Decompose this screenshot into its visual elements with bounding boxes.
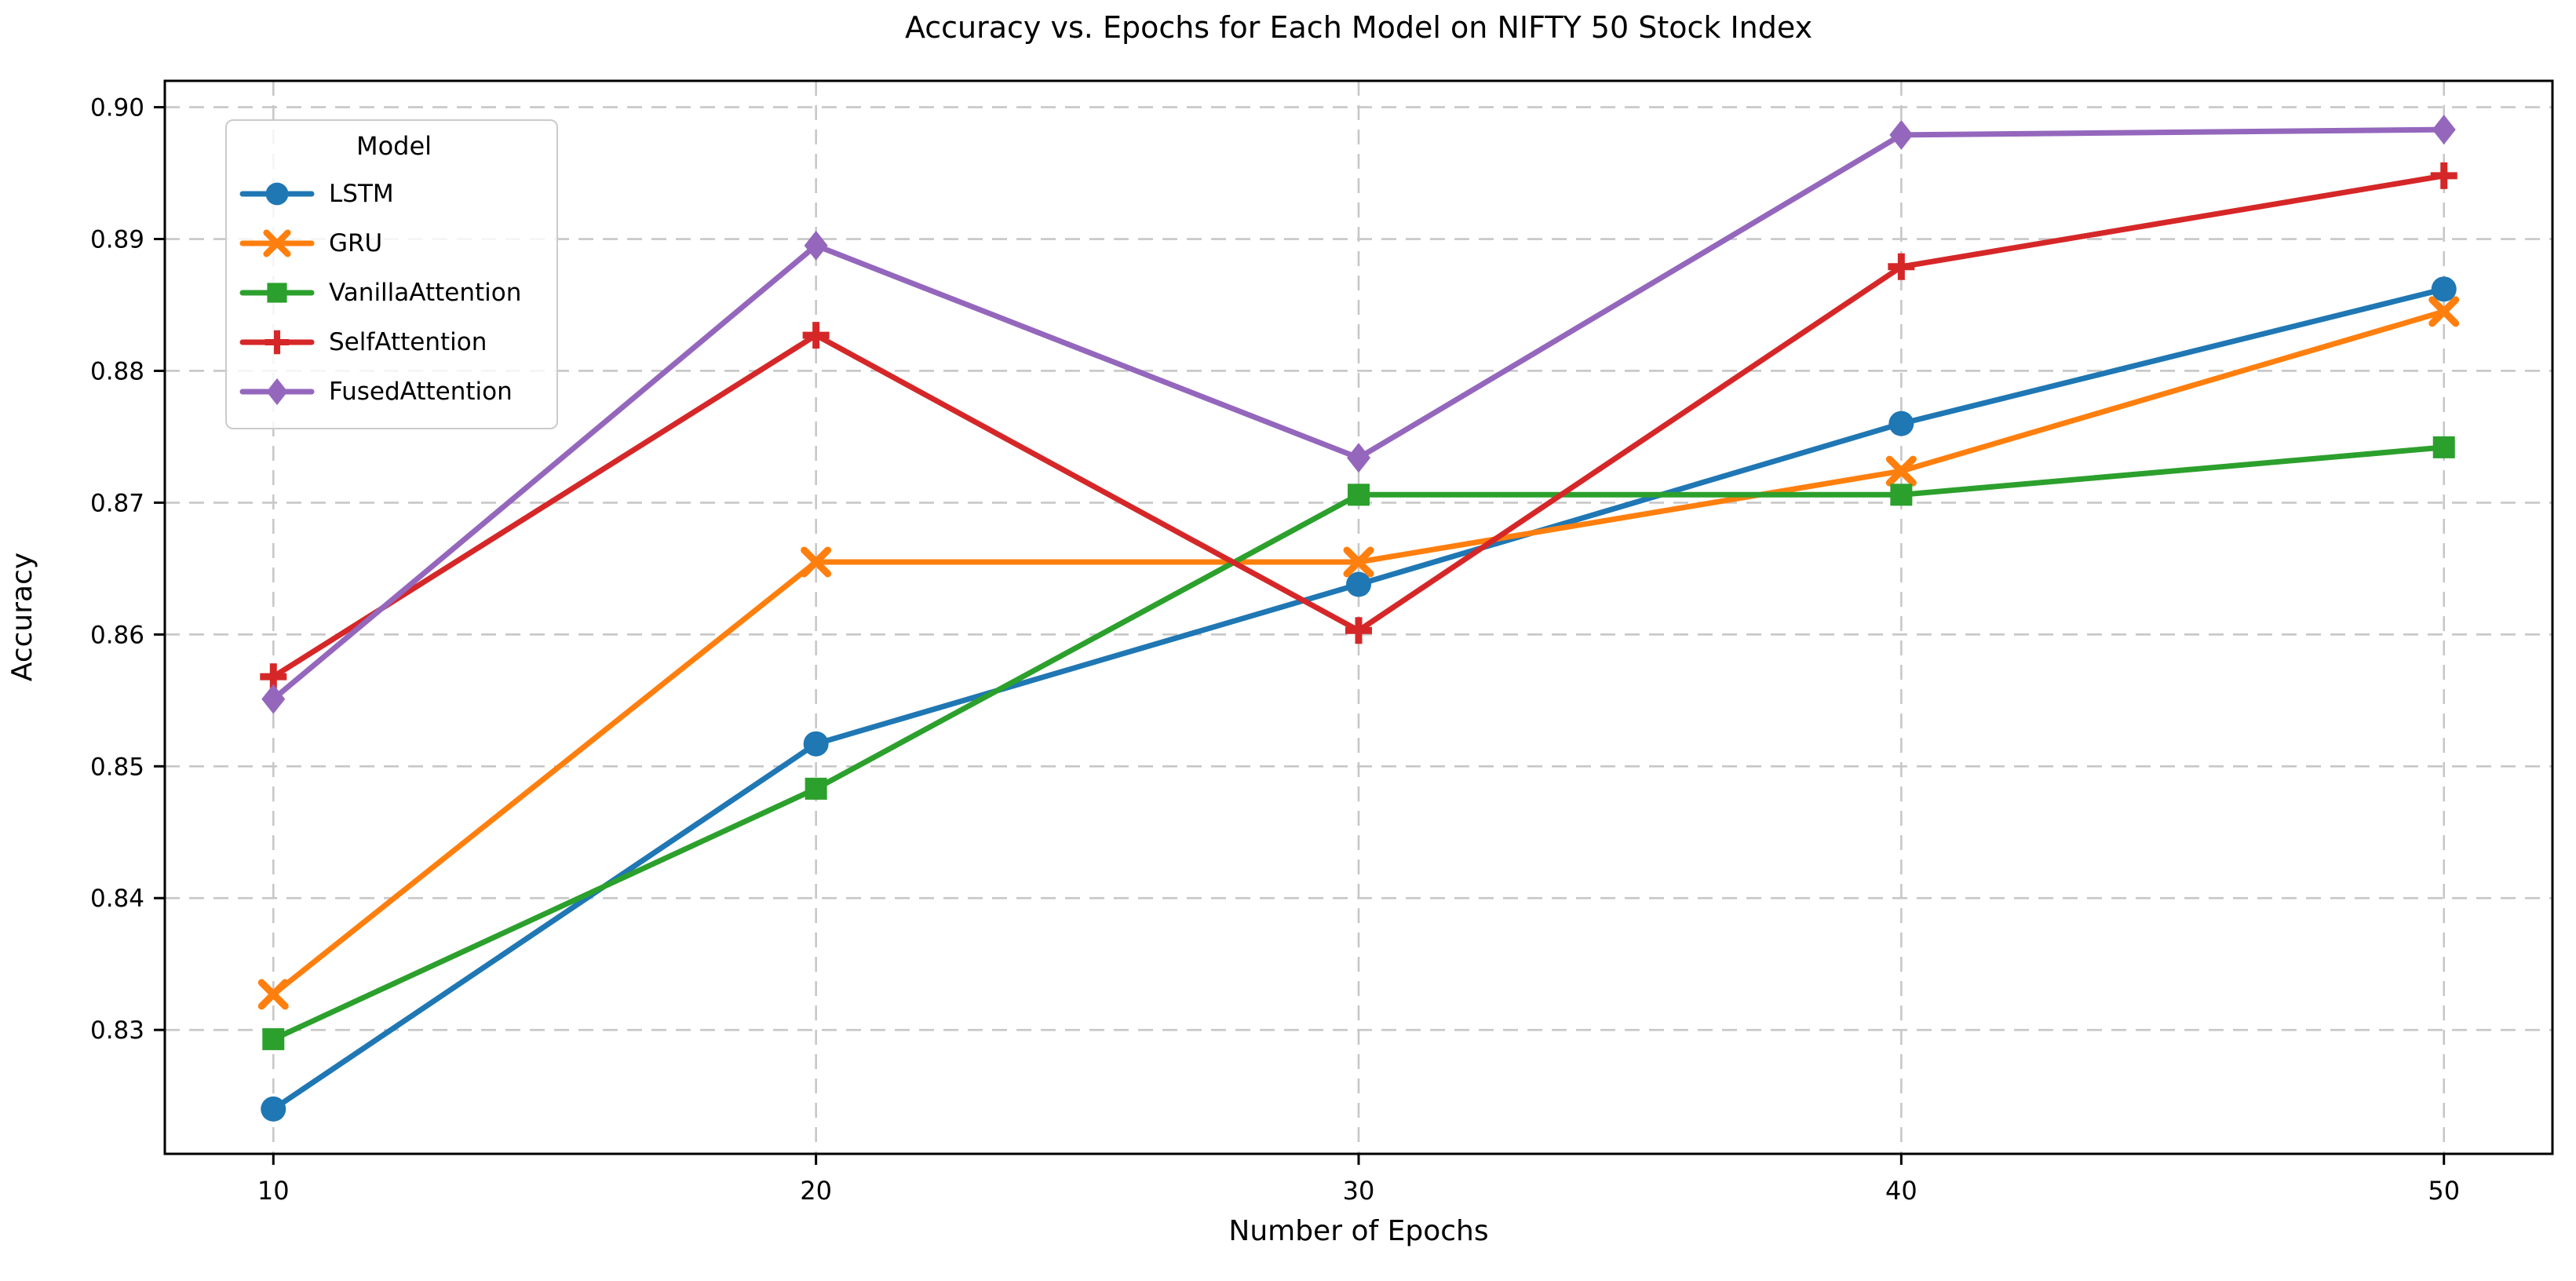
marker-square <box>805 777 827 800</box>
marker-square <box>1348 484 1370 506</box>
legend-item-GRU: GRU <box>239 219 549 268</box>
plot-area: 10 20 30 40 50 0.83 0.84 0.85 0.86 0.87 0.88 0.89 0.… <box>90 79 2554 1206</box>
marker-circle <box>1888 411 1914 436</box>
legend-item-SelfAttention: SelfAttention <box>239 318 549 367</box>
x-tick-label: 40 <box>1885 1176 1917 1206</box>
marker-plus <box>2430 162 2457 189</box>
legend-item-FusedAttention: FusedAttention <box>239 367 549 417</box>
marker-x <box>1343 546 1374 578</box>
series-FusedAttention <box>261 115 2456 714</box>
legend-label: GRU <box>329 229 383 258</box>
marker-square <box>2432 436 2455 458</box>
legend-sample-circle-icon <box>239 182 315 206</box>
marker-x <box>257 979 289 1010</box>
y-tick-label: 0.87 <box>90 489 144 517</box>
marker-x <box>1885 455 1917 487</box>
legend-item-VanillaAttention: VanillaAttention <box>239 268 549 318</box>
y-tick-label: 0.85 <box>90 753 144 781</box>
legend-title: Model <box>356 131 432 161</box>
marker-x <box>801 546 832 578</box>
marker-circle <box>1346 571 1371 597</box>
series-VanillaAttention <box>262 436 2455 1050</box>
marker-plus <box>802 322 830 349</box>
legend-sample-plus-icon <box>239 330 315 355</box>
legend-label: SelfAttention <box>329 328 487 357</box>
x-axis-label: Number of Epochs <box>1228 1215 1488 1247</box>
marker-square <box>1890 484 1913 506</box>
x-tick-label: 20 <box>800 1176 832 1206</box>
marker-circle <box>2431 276 2457 302</box>
y-tick-label: 0.86 <box>90 621 144 649</box>
legend-label: LSTM <box>329 180 394 209</box>
x-tick-label: 10 <box>257 1176 290 1206</box>
legend-item-LSTM: LSTM <box>239 170 549 219</box>
marker-circle <box>261 1096 286 1122</box>
marker-x <box>263 229 291 257</box>
marker-diamond <box>2432 115 2456 145</box>
legend: Model LSTM GRU VanillaAttention SelfAttenti… <box>225 119 558 429</box>
y-tick-label: 0.90 <box>90 94 144 122</box>
series-GRU <box>257 296 2460 1010</box>
marker-square <box>262 1027 285 1050</box>
marker-diamond <box>1889 119 1914 150</box>
legend-sample-square-icon <box>239 283 315 303</box>
marker-diamond <box>1347 443 1370 473</box>
marker-plus <box>1345 617 1372 644</box>
y-tick-label: 0.84 <box>90 885 144 913</box>
legend-label: VanillaAttention <box>329 279 522 308</box>
marker-square <box>267 283 287 303</box>
series-SelfAttention <box>260 162 2457 691</box>
x-tick-label: 30 <box>1343 1176 1375 1206</box>
x-tick-label: 50 <box>2428 1176 2460 1206</box>
marker-x <box>2428 296 2460 327</box>
marker-diamond <box>266 378 288 406</box>
chart-title: Accuracy vs. Epochs for Each Model on NI… <box>905 10 1812 45</box>
legend-label: FusedAttention <box>329 378 513 407</box>
marker-diamond <box>804 230 828 261</box>
y-tick-label: 0.88 <box>90 357 144 385</box>
y-axis-label: Accuracy <box>6 553 38 681</box>
marker-circle <box>803 731 829 757</box>
marker-plus <box>265 330 290 355</box>
legend-rows: LSTM GRU VanillaAttention SelfAttention Fuse… <box>239 170 549 417</box>
marker-diamond <box>261 684 286 714</box>
y-tick-label: 0.89 <box>90 226 144 254</box>
marker-plus <box>1888 253 1915 280</box>
ticks: 10 20 30 40 50 0.83 0.84 0.85 0.86 0.87 0.88 0.89 0.… <box>90 94 2460 1206</box>
series-LSTM <box>261 276 2457 1122</box>
legend-sample-diamond-icon <box>239 378 315 406</box>
y-tick-label: 0.83 <box>90 1016 144 1045</box>
legend-sample-x-icon <box>239 229 315 257</box>
marker-circle <box>265 182 289 206</box>
